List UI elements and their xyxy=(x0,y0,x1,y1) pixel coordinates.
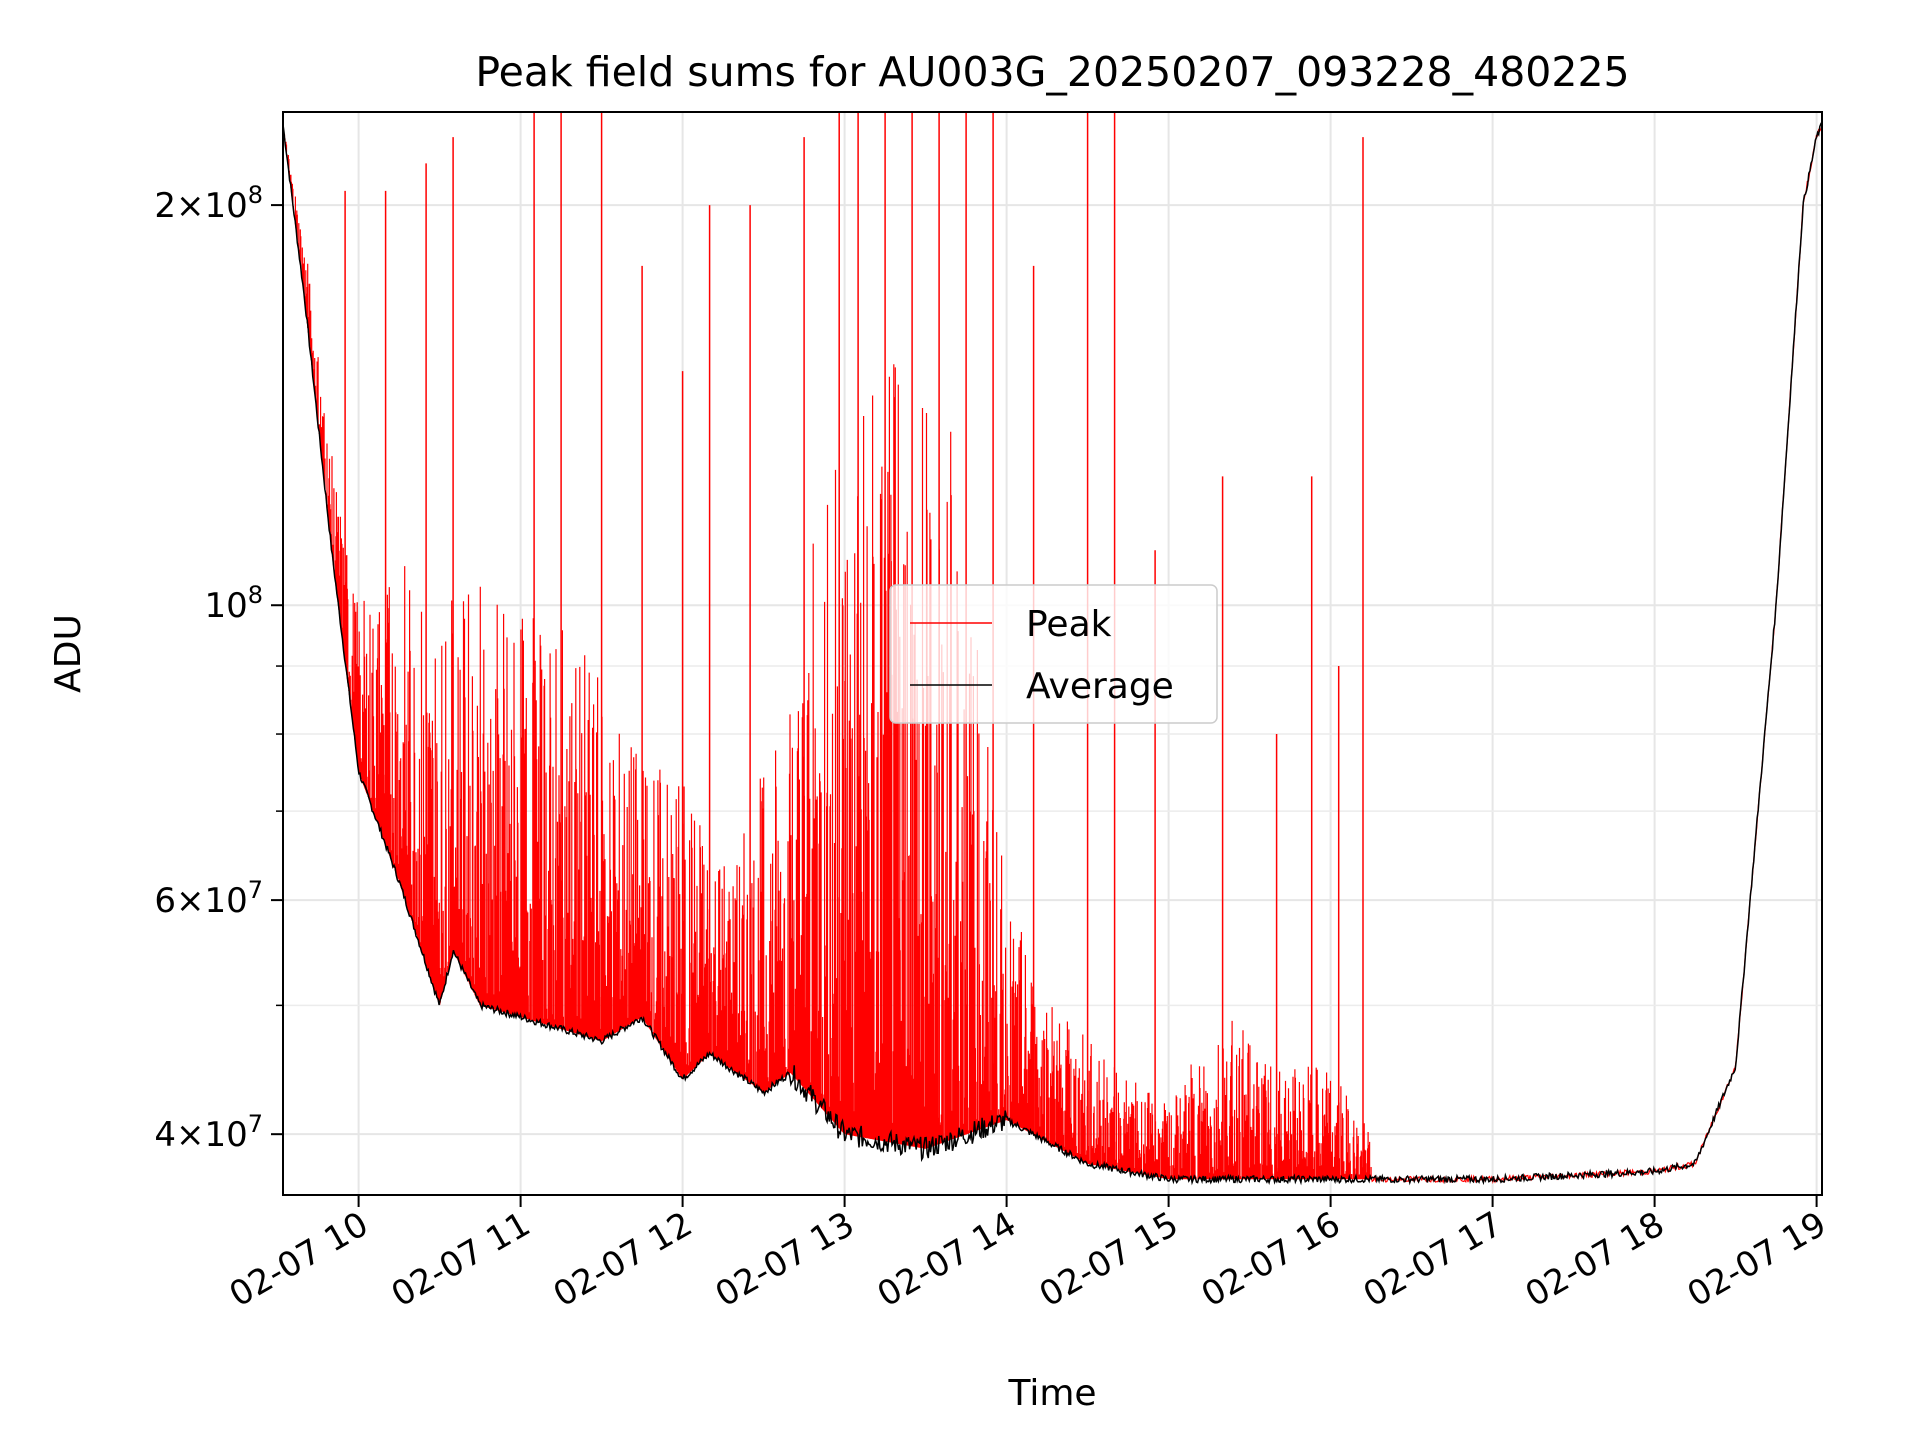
legend-label-average: Average xyxy=(1026,666,1174,707)
x-tick-label: 02-07 13 xyxy=(709,1204,861,1315)
x-tick-label: 02-07 16 xyxy=(1195,1204,1347,1315)
x-tick-label: 02-07 15 xyxy=(1033,1204,1185,1315)
y-tick-label: 2×108 xyxy=(154,181,263,226)
x-tick-label: 02-07 10 xyxy=(223,1204,375,1315)
y-axis-label: ADU xyxy=(48,614,89,693)
x-tick-label: 02-07 17 xyxy=(1357,1204,1509,1315)
legend-box xyxy=(889,584,1218,724)
x-tick-label: 02-07 14 xyxy=(871,1204,1023,1315)
peak-series xyxy=(282,112,1823,1185)
y-tick-label: 6×107 xyxy=(154,876,263,921)
x-axis-label: Time xyxy=(1007,1373,1096,1414)
average-series xyxy=(282,122,1823,1186)
average-line xyxy=(282,122,1823,1186)
x-tick-label: 02-07 19 xyxy=(1681,1204,1833,1315)
legend-label-peak: Peak xyxy=(1026,604,1112,645)
y-tick-label: 4×107 xyxy=(154,1110,263,1155)
x-tick-label: 02-07 18 xyxy=(1519,1204,1671,1315)
y-tick-label: 108 xyxy=(204,581,263,626)
x-tick-label: 02-07 12 xyxy=(547,1204,699,1315)
chart-title: Peak field sums for AU003G_20250207_0932… xyxy=(475,48,1629,96)
legend: Peak Average xyxy=(889,584,1218,724)
x-tick-label: 02-07 11 xyxy=(385,1204,537,1315)
plot-frame xyxy=(282,111,1823,1196)
